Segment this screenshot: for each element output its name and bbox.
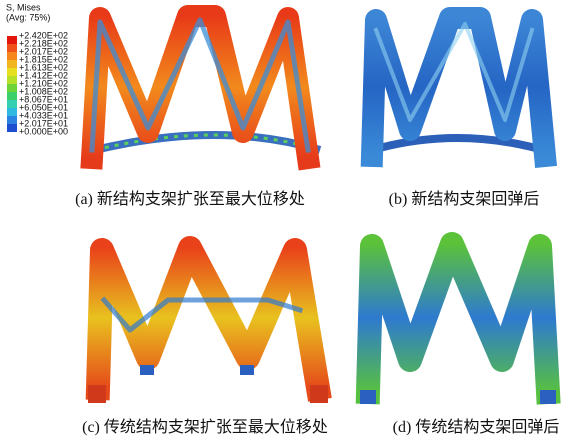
stent-a [92, 16, 320, 158]
caption: (a) 新结构支架扩张至最大位移处 [75, 190, 305, 208]
stent-c [88, 248, 328, 403]
caption: (b) 新结构支架回弹后 [389, 190, 540, 208]
legend-subtitle: (Avg: 75%) [6, 12, 50, 22]
figure: S, Mises (Avg: 75%) +2.420E+02+2.218E+02… [0, 0, 567, 441]
legend-swatches [7, 36, 17, 132]
caption: (c) 传统结构支架扩张至最大位移处 [82, 418, 328, 436]
caption: (d) 传统结构支架回弹后 [393, 418, 560, 436]
legend-label: +0.000E+00 [19, 126, 68, 136]
stent-d [360, 244, 556, 404]
legend: S, Mises (Avg: 75%) +2.420E+02+2.218E+02… [6, 2, 68, 136]
legend-title: S, Mises [6, 2, 41, 12]
stent-b [372, 18, 550, 156]
